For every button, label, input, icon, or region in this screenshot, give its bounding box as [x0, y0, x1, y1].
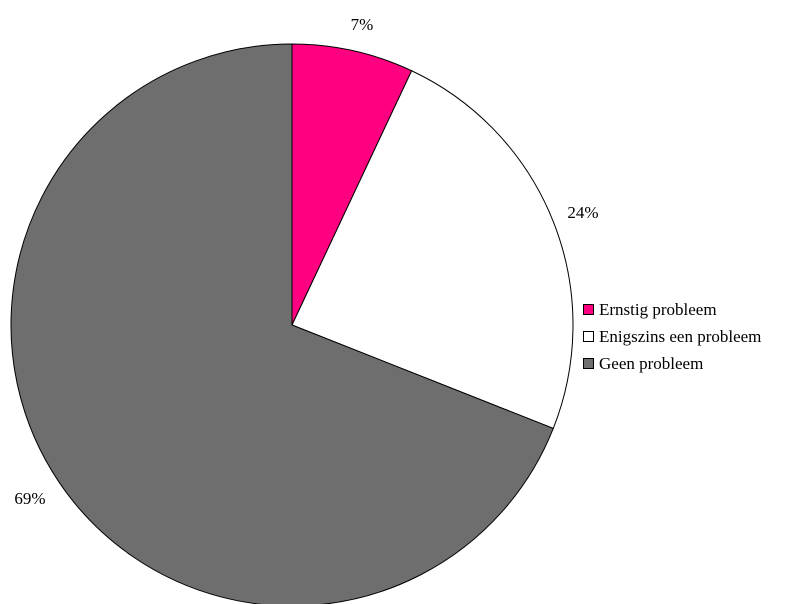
legend-item-enigszins: Enigszins een probleem: [583, 323, 761, 350]
pie-slice-ernstig: [291, 43, 413, 326]
legend-swatch-ernstig: [583, 304, 594, 315]
data-label-geen: 69%: [14, 489, 45, 508]
data-label-enigszins: 24%: [567, 203, 598, 222]
pie-slice-geen: [10, 43, 554, 604]
legend-item-ernstig: Ernstig probleem: [583, 296, 761, 323]
pie-slice-enigszins: [291, 70, 574, 430]
data-label-ernstig: 7%: [351, 15, 374, 34]
legend: Ernstig probleem Enigszins een probleem …: [583, 296, 761, 377]
legend-swatch-enigszins: [583, 331, 594, 342]
legend-label-ernstig: Ernstig probleem: [599, 299, 717, 319]
legend-swatch-geen: [583, 358, 594, 369]
legend-label-enigszins: Enigszins een probleem: [599, 326, 762, 346]
legend-label-geen: Geen probleem: [599, 353, 704, 373]
legend-item-geen: Geen probleem: [583, 350, 761, 377]
